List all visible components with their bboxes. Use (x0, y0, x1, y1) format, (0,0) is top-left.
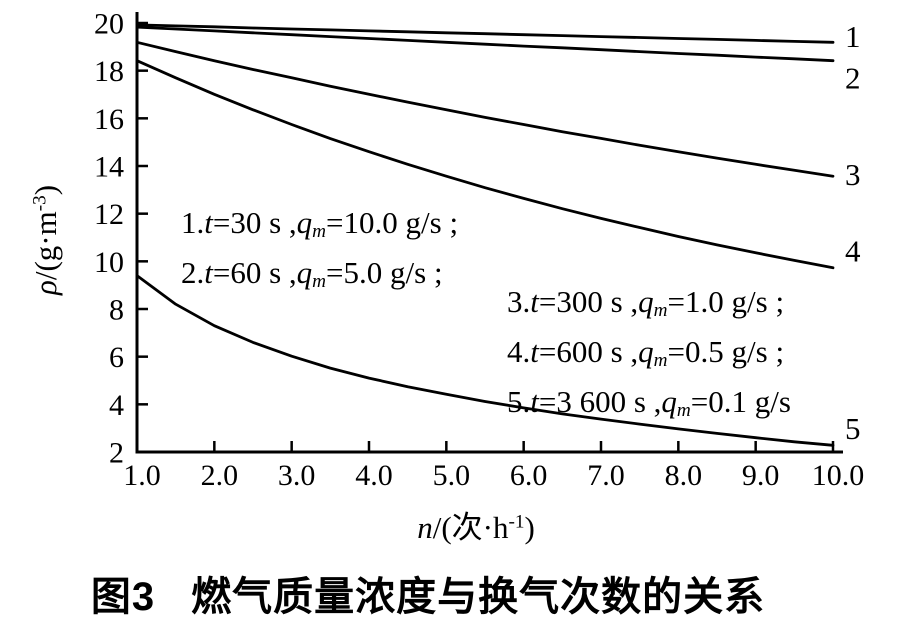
series-path-1 (135, 23, 835, 44)
y-tick-label: 18 (94, 55, 124, 88)
x-tick-label: 10.0 (812, 459, 865, 492)
y-tick-label: 12 (94, 198, 124, 231)
y-tick-label: 2 (109, 437, 124, 470)
series-label-1: 1 (845, 19, 861, 54)
x-tick-label: 2.0 (201, 459, 239, 492)
y-tick-label: 14 (94, 151, 124, 184)
x-tick-label: 5.0 (433, 459, 471, 492)
axis-lines (135, 12, 843, 454)
series-label-5: 5 (845, 411, 861, 446)
y-tick-label: 20 (94, 8, 124, 41)
x-tick-label: 4.0 (355, 459, 393, 492)
series-path-5 (135, 274, 835, 447)
y-tick-label: 16 (94, 103, 124, 136)
series-label-3: 3 (845, 157, 861, 192)
y-tick-label: 8 (109, 294, 124, 327)
x-tick-label: 7.0 (587, 459, 625, 492)
series-label-2: 2 (845, 61, 861, 96)
y-tick-label: 4 (109, 389, 124, 422)
y-tick-label: 10 (94, 246, 124, 279)
series-path-2 (135, 25, 835, 63)
series-label-4: 4 (845, 234, 861, 269)
x-tick-label: 3.0 (278, 459, 316, 492)
x-tick-label: 1.0 (123, 459, 161, 492)
x-tick-label: 9.0 (742, 459, 780, 492)
x-tick-label: 8.0 (665, 459, 703, 492)
series-path-3 (135, 40, 835, 178)
x-tick-label: 6.0 (510, 459, 548, 492)
y-tick-label: 6 (109, 341, 124, 374)
series-path-4 (135, 59, 835, 270)
